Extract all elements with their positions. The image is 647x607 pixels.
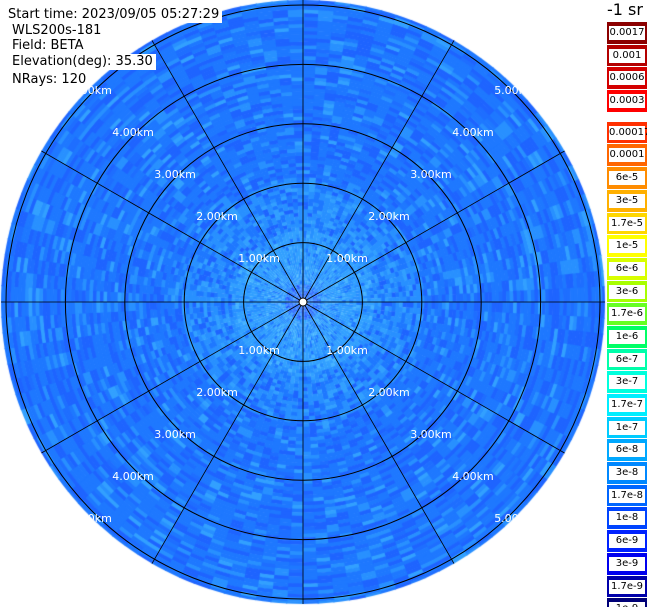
range-ring-label: 4.00km [112,126,154,139]
colorbar-label: 3e-9 [609,556,645,571]
colorbar-label: 6e-6 [609,261,645,276]
range-ring-label: 3.00km [154,168,196,181]
elevation-label: Elevation(deg): 35.30 [12,54,156,70]
colorbar-cell: 3e-8 [607,462,647,485]
colorbar-cell: 6e-5 [607,167,647,190]
range-ring [5,4,601,600]
colorbar-cell: 1.7e-8 [607,484,647,508]
colorbar-label: 1.7e-9 [609,579,645,594]
range-ring-label: 1.00km [238,252,280,265]
colorbar-label: 0.0003 [609,94,645,109]
colorbar-cell: 1e-5 [607,235,647,258]
colorbar-label: 6e-5 [609,171,645,186]
colorbar-cell: 1e-6 [607,325,647,349]
range-ring-label: 2.00km [196,210,238,223]
azimuth-spoke [302,150,565,303]
colorbar-cell: 1.7e-7 [607,394,647,417]
range-ring-label: 1.00km [326,252,368,265]
colorbar-label: 0.001 [609,48,645,63]
range-ring [243,242,363,362]
colorbar-label: 1e-7 [609,420,645,435]
colorbar-label: 0.0001 [609,148,645,163]
azimuth-spoke [302,301,565,454]
colorbar-cell: 3e-7 [607,371,647,394]
colorbar-cell: 1.7e-6 [607,303,647,326]
colorbar-cell: 1e-9 [607,598,647,607]
colorbar-cell: 6e-9 [607,530,647,553]
colorbar-cell: 6e-8 [607,439,647,463]
nrays-label: NRays: 120 [12,72,90,88]
range-ring-label: 1.00km [238,344,280,357]
range-ring [183,182,423,422]
range-ring [64,63,542,541]
azimuth-spoke [302,40,455,303]
azimuth-spoke [41,301,304,454]
colorbar-label: 6e-9 [609,534,645,549]
colorbar-cell: 0.00017 [607,121,647,145]
range-ring-label: 1.00km [326,344,368,357]
colorbar-label: 0.0017 [609,26,645,40]
colorbar-label: 1.7e-6 [609,307,645,322]
range-ring-label: 4.00km [452,470,494,483]
range-ring-label: 4.00km [112,470,154,483]
colorbar-label: 3e-6 [609,284,645,299]
range-ring-label: 3.00km [154,428,196,441]
colorbar-label: 1e-8 [609,511,645,526]
colorbar-label: 0.00017 [609,125,647,140]
range-ring-label: 2.00km [368,210,410,223]
colorbar-cell: 1.7e-9 [607,575,647,599]
azimuth-spoke [41,150,304,303]
range-ring-label: 3.00km [410,428,452,441]
colorbar-label: 1e-9 [609,602,645,607]
colorbar: 0.0017 0.001 0.0006 0.0003 0.00017 0.0001 6e-5… [607,22,647,607]
azimuth-spoke [151,40,304,303]
range-ring-label: 2.00km [196,386,238,399]
colorbar-label: 6e-8 [609,443,645,458]
colorbar-cell: 3e-9 [607,552,647,576]
colorbar-cell: 0.0001 [607,144,647,168]
azimuth-spoke [302,301,455,564]
azimuth-spoke [151,301,304,564]
colorbar-cell: 1e-8 [607,507,647,531]
colorbar-cell: 0.001 [607,44,647,68]
range-ring-label: 3.00km [410,168,452,181]
colorbar-label: 1.7e-8 [609,488,645,503]
colorbar-label: 1.7e-5 [609,216,645,231]
colorbar-cell: 3e-6 [607,280,647,304]
range-ring-label: 4.00km [452,126,494,139]
colorbar-label: 3e-7 [609,375,645,390]
colorbar-label: 1.7e-7 [609,398,645,412]
range-ring-label: 2.00km [368,386,410,399]
colorbar-cell: 6e-7 [607,348,647,372]
range-ring-label: 5.00km [70,512,112,525]
colorbar-cell: 0.0003 [607,90,647,113]
colorbar-label: 0.0006 [609,71,645,86]
colorbar-label: 3e-5 [609,193,645,208]
colorbar-cell: 6e-6 [607,257,647,281]
colorbar-label: 1e-6 [609,329,645,344]
colorbar-gap [607,112,647,122]
instrument-label: WLS200s-181 [12,23,105,39]
colorbar-label: 6e-7 [609,352,645,367]
start-time-label: Start time: 2023/09/05 05:27:29 [8,7,223,23]
colorbar-cell: 3e-5 [607,189,647,213]
colorbar-cell: 0.0017 [607,22,647,45]
colorbar-units: -1 sr [607,0,643,19]
range-ring-label: 5.00km [494,512,536,525]
radar-origin [298,297,308,307]
colorbar-label: 1e-5 [609,239,645,254]
colorbar-cell: 0.0006 [607,67,647,91]
colorbar-cell: 1.7e-5 [607,212,647,236]
field-label: Field: BETA [12,38,87,54]
colorbar-label: 3e-8 [609,466,645,481]
colorbar-cell: 1e-7 [607,416,647,440]
range-ring [124,123,482,481]
range-ring-label: 5.00km [494,84,536,97]
